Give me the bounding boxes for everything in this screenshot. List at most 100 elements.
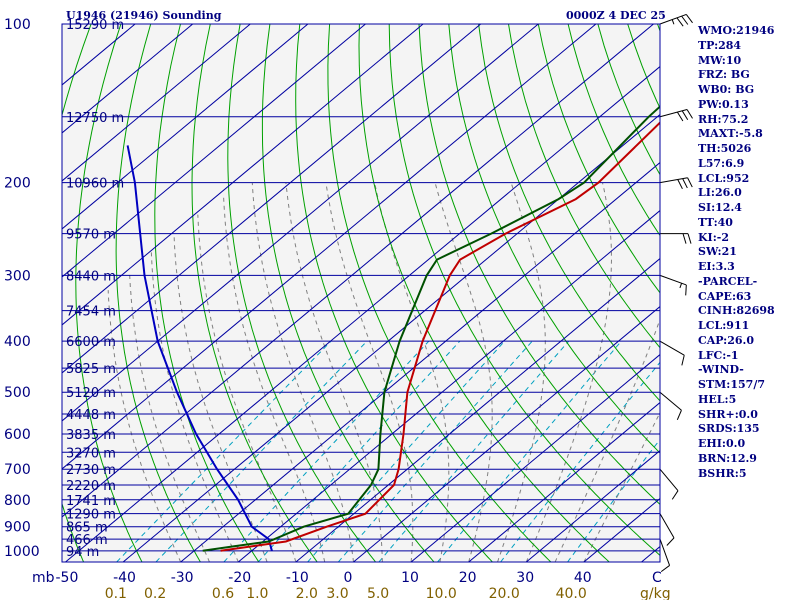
index-line: -WIND- [698, 363, 744, 377]
temperature-tick-label: 20 [459, 570, 477, 586]
mixing-ratio-unit-label: g/kg [640, 586, 671, 600]
isotherm-line [62, 24, 482, 374]
dry-adiabat-line [295, 24, 493, 562]
temperature-tick-label: -30 [171, 570, 194, 586]
mixing-ratio-line [155, 340, 368, 562]
temperature-tick-label: 10 [401, 570, 419, 586]
wind-barb [659, 274, 687, 296]
height-label: 9570 m [66, 228, 116, 243]
index-line: SRDS:135 [698, 422, 760, 436]
height-label: 466 m [66, 533, 108, 548]
mixing-ratio-line [500, 361, 660, 562]
dry-adiabat-line [537, 24, 660, 294]
mixing-ratio-tick-label: 5.0 [367, 586, 389, 600]
pressure-tick-label: 500 [4, 385, 31, 401]
wind-barb [659, 391, 682, 421]
plot-frame [61, 23, 661, 563]
isotherm-line [295, 257, 660, 562]
mixing-ratio-tick-label: 0.2 [144, 586, 166, 600]
index-line: EHI:0.0 [698, 437, 746, 450]
index-line: LFC:-1 [698, 348, 739, 362]
mixing-ratio-line [378, 340, 570, 562]
pressure-tick-label: 1000 [4, 544, 40, 560]
wind-barb [659, 468, 679, 500]
height-label: 5825 m [66, 362, 116, 377]
dry-adiabat-line [0, 24, 61, 562]
pressure-unit-label: mb [32, 570, 55, 586]
moist-adiabat-line [107, 290, 182, 562]
mixing-ratio-tick-label: 0.1 [105, 586, 127, 600]
index-line: -PARCEL- [698, 274, 758, 288]
index-line: PW:0.13 [698, 97, 749, 111]
wind-barb [659, 340, 685, 366]
temperature-tick-label: -40 [113, 570, 136, 586]
pressure-tick-label: 700 [4, 462, 31, 478]
isotherm-line [62, 24, 424, 326]
moist-adiabat-line [374, 182, 450, 562]
height-label: 4448 m [66, 408, 116, 423]
index-line: MW:10 [698, 53, 742, 67]
index-line: TH:5026 [698, 142, 752, 155]
dry-adiabat-line [62, 24, 92, 562]
isotherm-line [122, 113, 660, 562]
wind-barb [660, 233, 692, 244]
index-line: CINH:82698 [698, 304, 775, 318]
moist-adiabat-line [285, 182, 383, 562]
height-label: 6600 m [66, 335, 116, 350]
isotherm-line [62, 24, 597, 470]
moist-adiabat-line [525, 182, 613, 562]
height-label: 3835 m [66, 428, 116, 443]
indices-panel: WMO:21946 TP:284 MW:10 FRZ: BG WB0: BG PW:0.1… [698, 24, 798, 481]
temperature-tick-label: -50 [56, 570, 79, 586]
index-line: EI:3.3 [698, 260, 735, 273]
index-line: BRN:12.9 [698, 451, 757, 465]
height-label: 8440 m [66, 269, 116, 284]
pressure-tick-label: 600 [4, 427, 31, 443]
height-label: 2220 m [66, 479, 116, 494]
index-line: FRZ: BG [698, 68, 750, 82]
mixing-ratio-tick-label: 10.0 [426, 586, 457, 600]
index-line: LI:26.0 [698, 186, 742, 200]
station-title: U1946 (21946) Sounding [66, 9, 222, 22]
index-line: STM:157/7 [698, 378, 765, 391]
height-label: 865 m [66, 521, 108, 536]
pressure-tick-label: 400 [4, 334, 31, 350]
isotherm-line [62, 24, 251, 182]
dewpoint-trace [202, 105, 660, 552]
mixing-ratio-line [116, 340, 332, 562]
index-line: LCL:952 [698, 171, 750, 185]
index-line: LCL:911 [698, 319, 750, 332]
index-line: CAPE:63 [698, 289, 752, 303]
dry-adiabat-line [478, 24, 660, 402]
height-label: 12750 m [66, 111, 124, 126]
index-line: CAP:26.0 [698, 333, 755, 347]
isotherm-line [65, 65, 660, 562]
dry-adiabat-line [418, 24, 660, 506]
index-line: HEL:5 [698, 392, 737, 406]
temperature-tick-label: 30 [516, 570, 534, 586]
temperature-tick-label: 40 [574, 570, 592, 586]
dry-adiabat-line [508, 24, 660, 349]
isotherm-line [468, 401, 660, 562]
index-line: RH:75.2 [698, 112, 749, 126]
dry-adiabat-line [261, 24, 435, 562]
wind-barb [659, 538, 671, 573]
dry-adiabat-line [191, 24, 318, 562]
height-label: 10960 m [66, 177, 124, 192]
sounding-time: 0000Z 4 DEC 25 [566, 9, 666, 22]
pressure-tick-label: 200 [4, 176, 31, 192]
mixing-ratio-tick-label: 40.0 [556, 586, 587, 600]
height-label: 1741 m [66, 494, 116, 509]
mixing-ratio-line [567, 438, 660, 562]
isotherm-line [62, 24, 366, 278]
isotherm-line [62, 24, 309, 230]
moist-adiabat-line [173, 233, 268, 562]
dry-adiabat-line [75, 24, 143, 562]
height-label: 5120 m [66, 386, 116, 401]
moist-adiabat-line [434, 182, 493, 562]
pressure-tick-label: 300 [4, 268, 31, 284]
mixing-ratio-tick-label: 20.0 [489, 586, 520, 600]
height-label: 3270 m [66, 446, 116, 461]
moist-adiabat-line [554, 318, 660, 562]
index-line: SW:21 [698, 245, 737, 259]
